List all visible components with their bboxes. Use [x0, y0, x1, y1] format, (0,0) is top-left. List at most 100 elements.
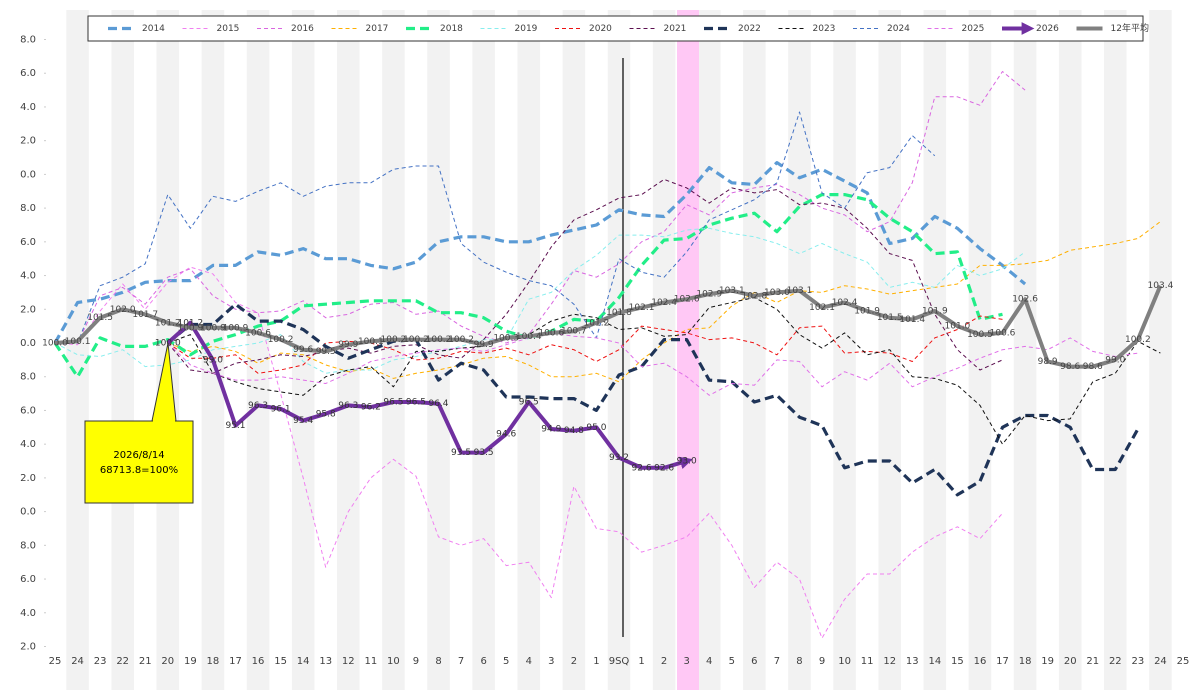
data-label: 93.0: [677, 457, 697, 467]
legend-label: 2022: [738, 24, 761, 34]
data-label: 102.4: [651, 298, 677, 308]
data-label: 94.6: [496, 430, 516, 440]
data-label: 101.2: [155, 318, 181, 328]
legend-label: 2015: [217, 24, 240, 34]
x-tick-label: 1: [593, 656, 599, 667]
x-tick-label: 24: [1154, 656, 1167, 667]
data-label: 102.8: [741, 291, 767, 301]
legend-label: 2019: [515, 24, 538, 34]
legend-label: 2024: [887, 24, 910, 34]
data-label: 100.2: [403, 335, 429, 345]
x-tick-label: 23: [1132, 656, 1145, 667]
annotation: 2026/8/14 68713.8=100%: [84, 342, 194, 504]
y-tick-label: 8.0: [20, 203, 36, 214]
data-label: 101.5: [877, 313, 903, 323]
y-tick-label: 4.0: [20, 608, 36, 619]
data-label: 101.8: [606, 308, 632, 318]
annotation-text: 2026/8/14: [113, 450, 164, 461]
data-label: 94.8: [564, 426, 584, 436]
data-label: 99.0: [203, 355, 223, 365]
column-band: [833, 10, 856, 690]
x-tick-label: 11: [861, 656, 874, 667]
data-label: 102.4: [832, 298, 858, 308]
y-tick-label: 0.0: [20, 169, 36, 180]
x-tick-label: 10: [838, 656, 851, 667]
legend-label: 2026: [1036, 24, 1059, 34]
legend-label: 2014: [142, 24, 165, 34]
legend-box: [87, 15, 1144, 42]
data-label: 95.8: [316, 409, 336, 419]
x-tick-label: 13: [319, 656, 332, 667]
y-tick-label: 0.0: [20, 338, 36, 349]
data-label: 100.5: [967, 330, 993, 340]
highlight-band: [677, 10, 699, 690]
data-label: 100.6: [245, 328, 271, 338]
data-label: 102.1: [629, 303, 655, 313]
legend-label: 2023: [813, 24, 836, 34]
x-tick-label: 19: [184, 656, 197, 667]
series-line: [55, 111, 936, 344]
series-line: [167, 297, 1161, 445]
x-tick-label: 24: [71, 656, 84, 667]
x-tick-label: 23: [94, 656, 107, 667]
data-label: 100.7: [561, 327, 587, 337]
x-tick-label: 14: [297, 656, 310, 667]
series-line: [167, 332, 1138, 396]
data-label: 99.5: [316, 347, 336, 357]
data-label: 96.4: [428, 399, 448, 409]
data-label: 92.6: [632, 463, 652, 473]
y-tick-label: 4.0: [20, 102, 36, 113]
data-label: 101.9: [922, 306, 948, 316]
y-tick-label: 0.0: [20, 507, 36, 518]
x-tick-label: 12: [342, 656, 355, 667]
legend-label: 2018: [440, 24, 463, 34]
plot-area: 100.0101.299.095.196.396.195.495.896.396…: [42, 71, 1174, 639]
column-band: [337, 10, 360, 690]
data-label: 102.1: [809, 303, 835, 313]
data-label: 100.1: [65, 337, 91, 347]
data-label: 96.5: [383, 398, 403, 408]
x-tick-label: 22: [1109, 656, 1122, 667]
column-band: [66, 10, 89, 690]
x-tick-label: 5: [729, 656, 735, 667]
data-label: 103.0: [764, 288, 790, 298]
data-label: 93.5: [451, 448, 471, 458]
data-label: 102.0: [110, 305, 136, 315]
data-label: 101.2: [584, 318, 610, 328]
data-label: 103.4: [1148, 281, 1174, 291]
y-tick-label: 6.0: [20, 237, 36, 248]
data-label: 101.0: [945, 322, 971, 332]
data-label: 94.9: [541, 424, 561, 434]
data-label: 99.9: [338, 340, 358, 350]
y-tick-label: 2.0: [20, 304, 36, 315]
data-label: 96.5: [406, 398, 426, 408]
legend: 2014 2015 2016 2017 2018 2019 2020 2021 2022 2023…: [108, 22, 1149, 35]
column-band: [1104, 10, 1127, 690]
data-label: 96.5: [519, 398, 539, 408]
y-tick-label: 2.0: [20, 473, 36, 484]
x-tick-label: 21: [139, 656, 152, 667]
x-tick-label: 16: [252, 656, 265, 667]
y-tick-label: 6.0: [20, 68, 36, 79]
y-tick-label: 2.0: [20, 642, 36, 653]
legend-label: 2016: [291, 24, 314, 34]
x-tick-label: 2: [571, 656, 577, 667]
x-tick-label: 17: [229, 656, 242, 667]
x-tick-label: 4: [526, 656, 532, 667]
data-label: 96.2: [361, 403, 381, 413]
series-line: [54, 266, 1003, 639]
data-label: 101.5: [87, 313, 113, 323]
column-band: [472, 10, 495, 690]
data-label: 100.4: [516, 332, 542, 342]
x-tick-label: 3: [548, 656, 554, 667]
x-tick-label: 20: [161, 656, 174, 667]
column-band: [743, 10, 766, 690]
legend-label: 2025: [962, 24, 985, 34]
data-label: 100.2: [268, 335, 294, 345]
data-label: 96.3: [248, 401, 268, 411]
data-label: 96.1: [271, 404, 291, 414]
column-band: [246, 10, 270, 690]
x-tick-label: 22: [116, 656, 129, 667]
x-tick-label: 4: [706, 656, 712, 667]
x-tick-label: 12: [883, 656, 896, 667]
